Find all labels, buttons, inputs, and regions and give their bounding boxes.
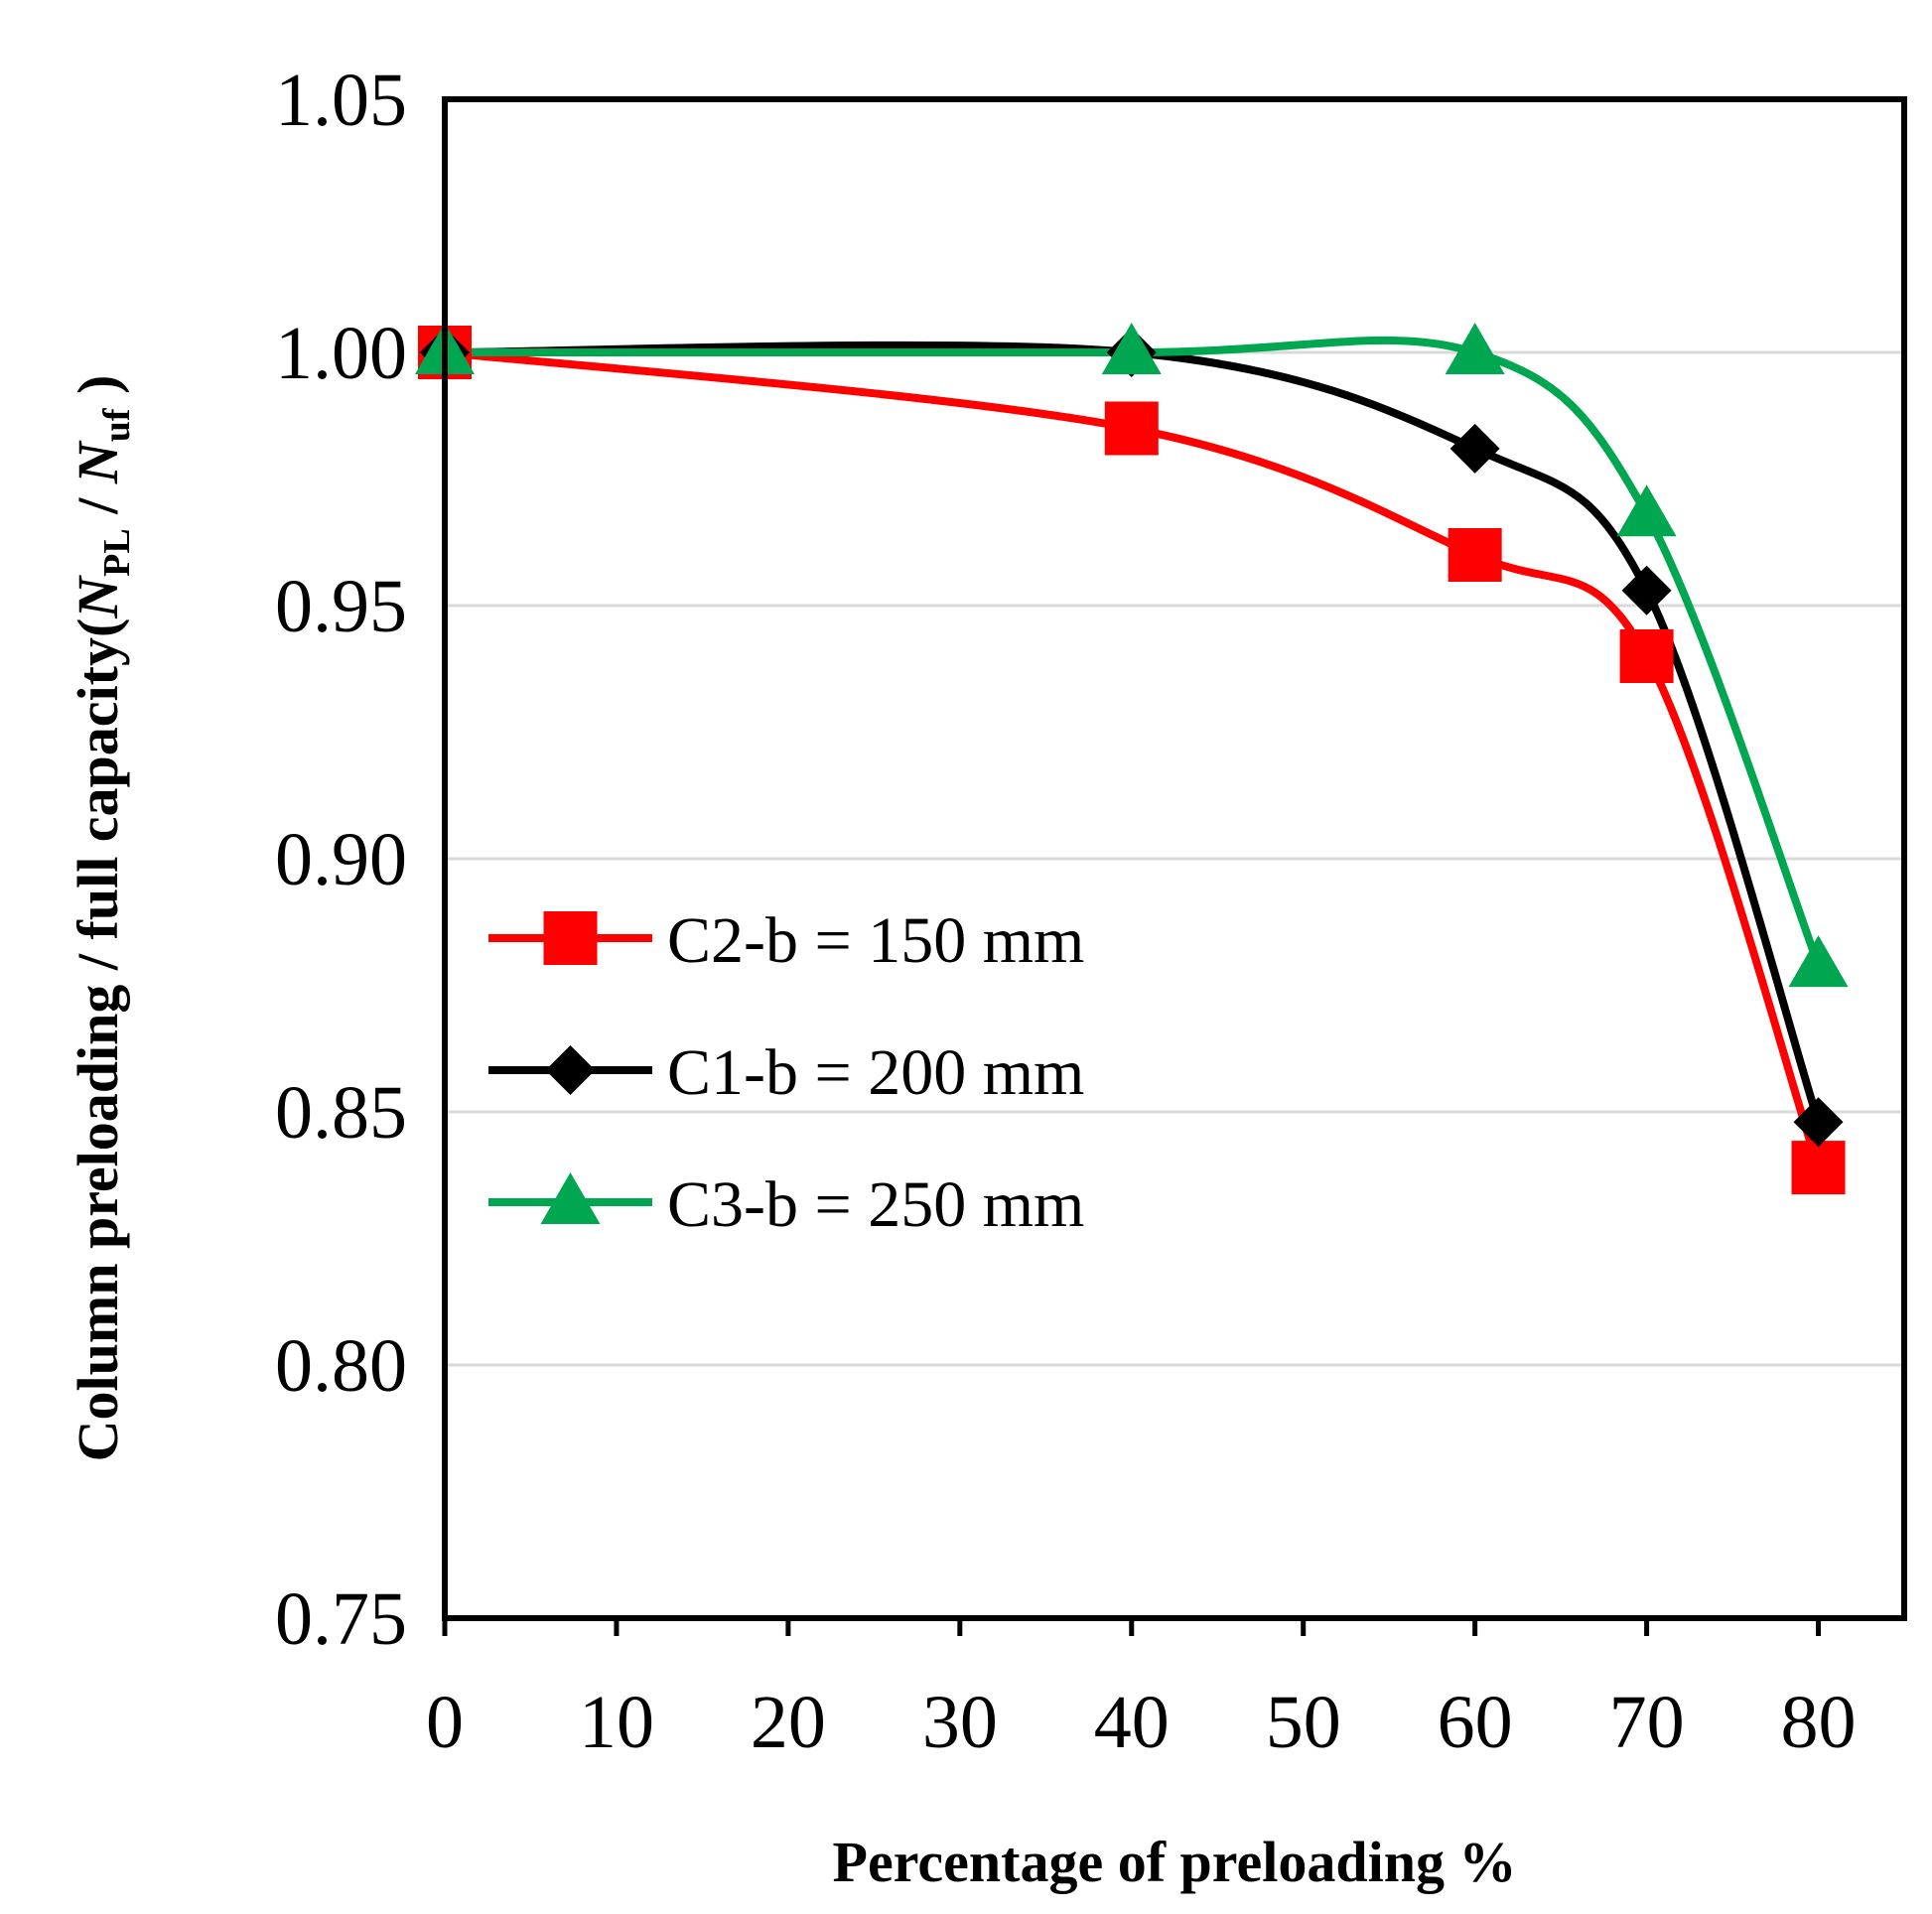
y-tick-label: 0.90 [275,818,407,901]
series-line-3 [445,336,1823,967]
y-tick-label: 0.75 [275,1577,407,1661]
legend-label: C1-b = 200 mm [667,1036,1084,1109]
y-axis-ticks: 0.75 0.80 0.85 0.90 0.95 1.00 1.05 [275,59,407,1661]
x-tick-label: 20 [751,1681,826,1764]
x-tick-label: 10 [579,1681,654,1764]
y-tick-label: 0.80 [275,1324,407,1408]
data-point-2 [1449,423,1500,474]
data-point-1 [1104,401,1159,456]
data-point-3 [1445,323,1505,374]
series-lines [444,336,1823,1169]
y-tick-label: 1.00 [275,312,407,395]
legend-label: C3-b = 250 mm [667,1168,1084,1241]
y-axis-title: Column preloading / full capacity(NPL / … [66,375,138,1462]
data-point-3 [1788,935,1849,988]
x-tick-label: 30 [922,1681,998,1764]
legend: C2-b = 150 mm C1-b = 200 mm C3-b = 250 mm [488,904,1084,1241]
x-axis-title: Percentage of preloading % [833,1830,1517,1894]
x-axis-ticks: 0 10 20 30 40 50 60 70 80 [426,1618,1857,1764]
x-tick-label: 80 [1781,1681,1857,1764]
x-tick-label: 0 [426,1681,464,1764]
series-markers [415,323,1849,1195]
y-axis-title-num: N [66,575,130,619]
series-line-1 [444,348,1823,1169]
y-axis-title-num-sub: PL [96,528,138,577]
y-tick-label: 1.05 [275,59,407,142]
legend-swatch-marker [545,1045,596,1095]
legend-label: C2-b = 150 mm [667,904,1084,977]
y-axis-title-slash: / [66,483,130,528]
y-axis-title-den: N [66,440,130,484]
gridlines [445,350,1904,1367]
data-point-1 [1791,1141,1846,1195]
data-point-2 [1621,565,1672,615]
y-axis-title-text: Column preloading / full capacity( [66,618,130,1462]
plot-area-frame [442,96,1907,1621]
y-axis-title-close: ) [66,375,130,409]
y-tick-label: 0.95 [275,565,407,648]
x-tick-label: 50 [1266,1681,1341,1764]
legend-swatch-marker [543,911,598,965]
legend-swatch-marker [540,1172,601,1224]
data-point-3 [1616,484,1677,537]
x-tick-label: 40 [1094,1681,1170,1764]
series-line-2 [444,341,1823,1124]
y-tick-label: 0.85 [275,1071,407,1155]
x-tick-label: 70 [1609,1681,1685,1764]
data-point-1 [1448,528,1502,582]
data-point-3 [1101,323,1162,374]
data-point-1 [1619,629,1674,683]
x-tick-label: 60 [1438,1681,1513,1764]
data-point-2 [1793,1097,1844,1148]
y-axis-title-den-sub: uf [96,407,138,442]
